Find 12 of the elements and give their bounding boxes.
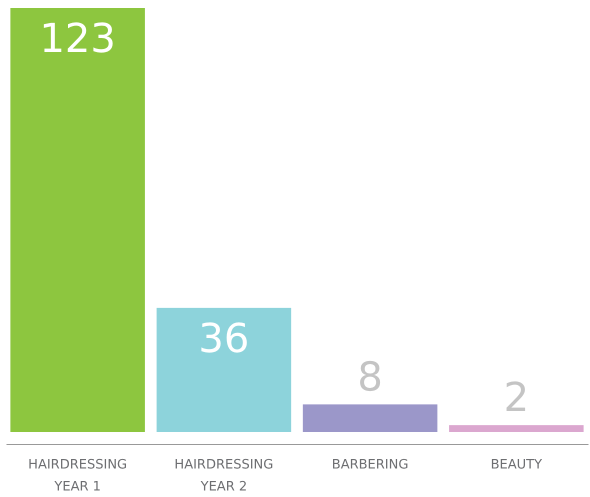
bar <box>449 425 584 432</box>
bar <box>302 404 438 432</box>
x-tick-label: BARBERING <box>332 458 408 472</box>
x-tick-label: BEAUTY <box>490 458 542 472</box>
data-label: 8 <box>357 354 383 400</box>
bar <box>10 8 145 432</box>
x-tick-label: HAIRDRESSING YEAR 1 <box>28 458 128 494</box>
data-label: 123 <box>39 16 116 62</box>
bar <box>156 308 292 432</box>
x-tick-label: HAIRDRESSING YEAR 2 <box>174 458 274 494</box>
data-label: 36 <box>198 316 250 362</box>
data-label: 2 <box>504 375 530 422</box>
